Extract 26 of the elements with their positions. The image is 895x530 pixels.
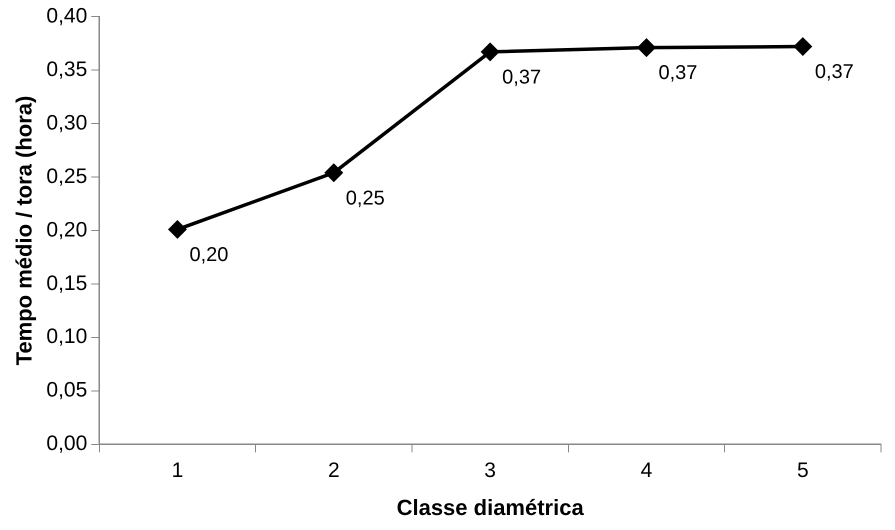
- data-label: 0,37: [502, 66, 542, 88]
- x-tick-label: 4: [640, 458, 653, 482]
- point: [794, 38, 812, 56]
- point: [638, 38, 656, 56]
- point: [481, 43, 499, 61]
- y-tick-label: 0,00: [46, 432, 88, 456]
- point: [325, 164, 343, 182]
- point: [168, 220, 186, 238]
- y-tick-label: 0,15: [46, 272, 88, 295]
- y-tick-label: 0,40: [46, 4, 88, 28]
- data-label: 0,37: [658, 62, 698, 84]
- y-tick-label: 0,35: [46, 58, 88, 81]
- x-tick-label: 2: [328, 458, 340, 482]
- data-label: 0,37: [814, 61, 854, 84]
- y-tick-label: 0,10: [46, 325, 88, 348]
- y-tick-label: 0,20: [46, 218, 88, 242]
- y-tick-label: 0,30: [46, 111, 88, 134]
- x-tick-label: 1: [172, 458, 184, 482]
- x-tick-label: 5: [796, 458, 809, 482]
- data-label: 0,20: [189, 244, 228, 266]
- x-tick-label: 3: [484, 458, 496, 482]
- y-tick-label: 0,05: [46, 378, 88, 402]
- data-label: 0,25: [346, 187, 385, 210]
- x-axis-title: Classe diamétrica: [396, 494, 584, 520]
- y-tick-label: 0,25: [46, 164, 88, 188]
- y-axis-title: Tempo médio / tora (hora): [11, 96, 36, 366]
